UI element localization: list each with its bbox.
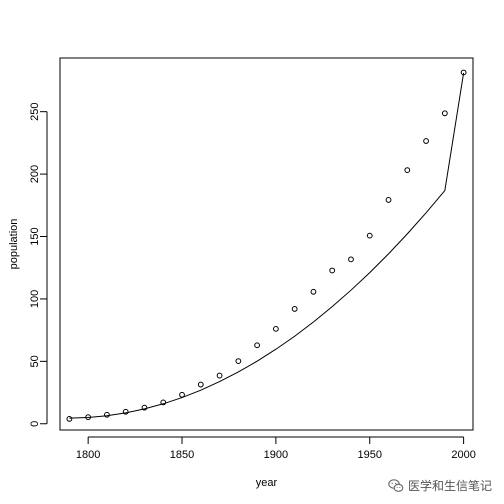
x-tick-label: 1900 xyxy=(264,449,288,461)
x-tick-label: 2000 xyxy=(451,449,475,461)
data-point xyxy=(348,256,354,263)
y-tick-label: 200 xyxy=(29,165,41,183)
data-point xyxy=(291,306,298,312)
data-point xyxy=(66,415,73,422)
y-tick-label: 100 xyxy=(29,290,41,308)
y-tick-label: 250 xyxy=(29,102,41,120)
data-point xyxy=(385,197,392,203)
x-tick-label: 1800 xyxy=(76,449,100,461)
data-point xyxy=(85,414,92,421)
watermark-text: 医学和生信笔记 xyxy=(407,479,492,493)
data-point xyxy=(404,167,411,173)
data-point xyxy=(235,358,242,364)
plot-frame xyxy=(59,57,474,431)
data-point xyxy=(197,381,204,388)
data-point xyxy=(310,288,317,295)
y-axis-title: population xyxy=(8,219,20,270)
data-point xyxy=(329,267,336,274)
y-tick-label: 50 xyxy=(29,355,41,367)
data-point xyxy=(254,342,261,349)
data-point xyxy=(441,110,448,117)
data-point xyxy=(366,232,373,239)
y-tick-label: 150 xyxy=(29,227,41,245)
data-point xyxy=(460,69,467,76)
y-tick-label: 0 xyxy=(29,421,41,427)
data-point xyxy=(104,411,110,418)
data-point xyxy=(179,391,185,398)
fitted-curve xyxy=(69,72,465,419)
data-point xyxy=(122,408,129,415)
data-point xyxy=(216,372,223,379)
x-tick-label: 1850 xyxy=(170,449,194,461)
plot-area: 1800 1850 1900 1950 2000 0 50 100 150 200 250 xyxy=(29,57,476,461)
watermark: 医学和生信笔记 xyxy=(383,475,496,496)
data-point xyxy=(423,138,429,144)
data-point xyxy=(272,325,279,332)
data-point xyxy=(160,399,167,406)
x-tick-label: 1950 xyxy=(358,449,382,461)
x-axis-title: year xyxy=(256,477,278,489)
wechat-icon xyxy=(388,478,404,492)
data-point xyxy=(141,404,148,411)
